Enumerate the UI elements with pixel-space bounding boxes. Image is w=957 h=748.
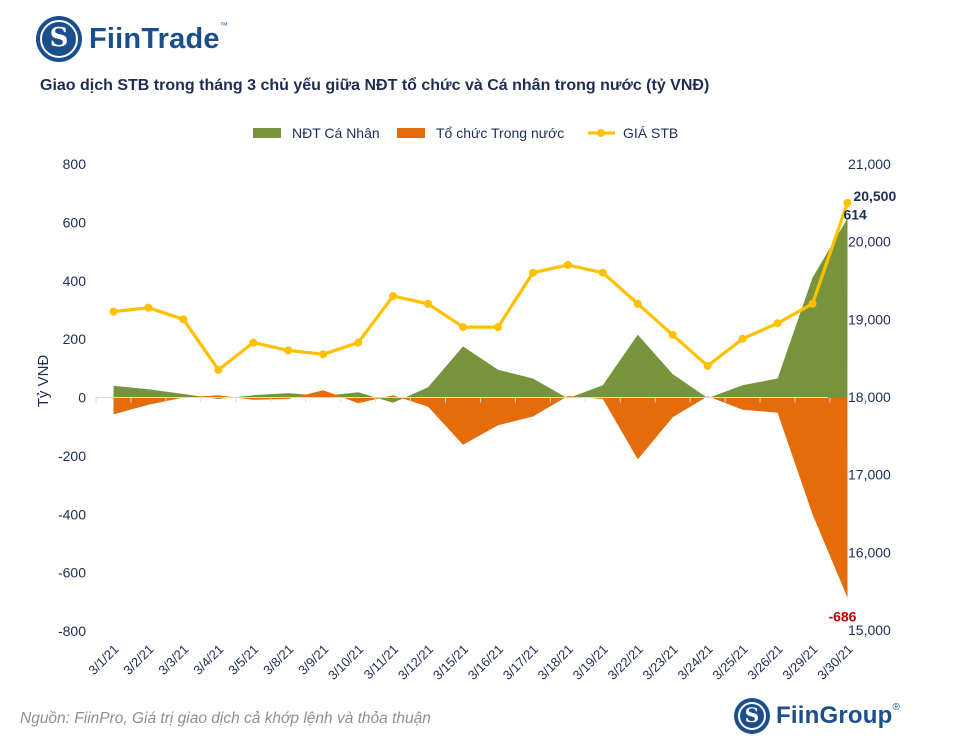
x-tick-label: 3/3/21 <box>155 642 191 678</box>
x-tick-label: 3/5/21 <box>225 642 261 678</box>
price-point <box>563 260 572 269</box>
price-point <box>179 315 188 324</box>
price-point <box>144 303 153 312</box>
y-tick-label: 400 <box>63 273 87 289</box>
x-tick-label: 3/2/21 <box>120 642 156 678</box>
legend-marker <box>597 129 605 137</box>
legend-label: Tổ chức Trong nước <box>436 125 564 141</box>
x-tick-label: 3/23/21 <box>640 642 681 683</box>
x-tick-label: 3/17/21 <box>500 642 541 683</box>
x-tick-label: 3/24/21 <box>674 642 715 683</box>
price-point <box>738 334 747 343</box>
chart-title: Giao dịch STB trong tháng 3 chủ yếu giữa… <box>40 77 710 94</box>
y-tick-label: 0 <box>78 390 86 406</box>
x-tick-label: 3/25/21 <box>709 642 750 683</box>
x-tick-label: 3/11/21 <box>361 642 402 683</box>
price-point <box>598 268 607 277</box>
y-axis-label: Tỷ VNĐ <box>35 355 52 408</box>
price-point <box>249 338 258 347</box>
price-point <box>843 198 852 207</box>
brand-name: FiinTrade™ <box>89 20 228 55</box>
fiingroup-s-logo-icon: S <box>734 698 770 734</box>
price-point <box>493 323 502 332</box>
x-tick-label: 3/1/21 <box>85 642 121 678</box>
price-point <box>773 319 782 328</box>
x-tick-label: 3/16/21 <box>465 642 506 683</box>
y-tick-label: -400 <box>58 506 86 522</box>
fiingroup-brand-name: FiinGroup® <box>776 702 901 729</box>
y-tick-label: 800 <box>63 156 87 172</box>
fiintrade-logo: S FiinTrade™ <box>36 16 228 62</box>
x-tick-label: 3/30/21 <box>814 642 855 683</box>
price-point <box>808 299 817 308</box>
price-point <box>528 268 537 277</box>
data-label: 614 <box>843 206 867 222</box>
legend-label: NĐT Cá Nhân <box>292 125 380 141</box>
y-tick-label: 600 <box>63 214 87 230</box>
price-point <box>633 299 642 308</box>
y2-tick-label: 15,000 <box>848 622 891 638</box>
x-tick-label: 3/4/21 <box>190 642 226 678</box>
legend-swatch <box>253 128 281 138</box>
x-tick-label: 3/15/21 <box>430 642 471 683</box>
price-point <box>703 361 712 370</box>
x-tick-label: 3/12/21 <box>395 642 436 683</box>
x-tick-label: 3/26/21 <box>744 642 785 683</box>
y-tick-label: -800 <box>58 623 86 639</box>
y2-tick-label: 20,000 <box>848 234 891 250</box>
x-tick-label: 3/29/21 <box>779 642 820 683</box>
price-point <box>109 307 118 316</box>
x-tick-label: 3/8/21 <box>260 642 296 678</box>
area-series-nđt-cá-nhân <box>113 218 848 403</box>
legend-swatch <box>397 128 425 138</box>
data-label: -686 <box>828 609 856 625</box>
price-point <box>389 292 398 301</box>
area-series-tổ-chức-trong-nước <box>113 390 848 598</box>
source-note: Nguồn: FiinPro, Giá trị giao dịch cả khớ… <box>20 710 431 727</box>
price-point <box>459 323 467 332</box>
data-label: 20,500 <box>853 188 896 204</box>
price-point <box>319 350 328 359</box>
x-tick-label: 3/19/21 <box>570 642 611 683</box>
price-point <box>424 299 433 308</box>
y2-tick-label: 16,000 <box>848 544 891 560</box>
x-tick-label: 3/22/21 <box>605 642 646 683</box>
y-tick-label: -600 <box>58 565 86 581</box>
y2-tick-label: 21,000 <box>848 156 891 172</box>
y2-tick-label: 17,000 <box>848 467 891 483</box>
x-tick-label: 3/18/21 <box>535 642 576 683</box>
price-line <box>113 202 850 372</box>
y2-tick-label: 18,000 <box>848 389 891 405</box>
price-point <box>668 330 677 339</box>
x-tick-label: 3/10/21 <box>325 642 366 683</box>
fiintrade-s-logo-icon: S <box>36 16 82 62</box>
fiingroup-logo: S FiinGroup® <box>734 698 900 734</box>
price-point <box>354 338 363 347</box>
y2-tick-label: 19,000 <box>848 311 891 327</box>
y-tick-label: 200 <box>63 331 87 347</box>
price-point <box>284 346 293 355</box>
y-tick-label: -200 <box>58 448 86 464</box>
legend-label: GIÁ STB <box>623 125 678 141</box>
price-point <box>214 365 223 374</box>
